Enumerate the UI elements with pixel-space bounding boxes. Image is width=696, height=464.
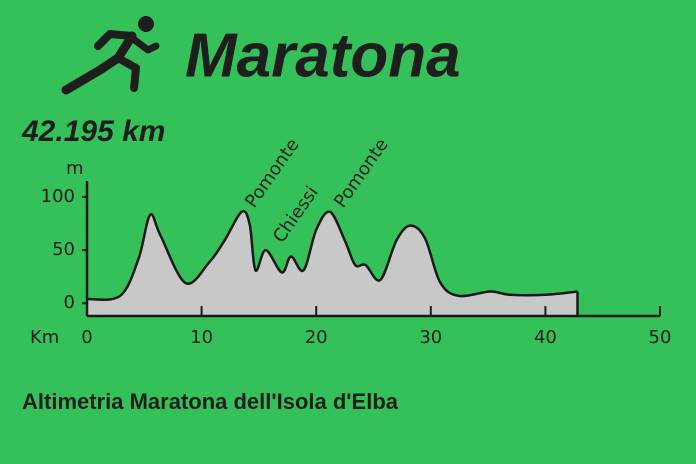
y-tick-label: 100 [41, 186, 75, 207]
x-axis-label: Km [30, 327, 59, 348]
area-fill [87, 211, 578, 316]
x-tick-label: 50 [649, 327, 672, 348]
x-tick-label: 0 [81, 327, 92, 348]
caption: Altimetria Maratona dell'Isola d'Elba [22, 389, 399, 414]
y-tick-label: 0 [64, 292, 75, 313]
y-tick-label: 50 [52, 239, 75, 260]
x-tick-label: 30 [419, 327, 442, 348]
chart-title: Maratona [185, 21, 461, 90]
y-axis-label: m [66, 158, 84, 179]
x-tick-label: 40 [534, 327, 557, 348]
x-tick-label: 10 [190, 327, 213, 348]
elevation-line [86, 209, 578, 301]
annotation: Pomonte [330, 135, 393, 212]
subtitle: 42.195 km [21, 115, 165, 148]
x-tick-label: 20 [305, 327, 328, 348]
runner-icon [61, 16, 160, 95]
